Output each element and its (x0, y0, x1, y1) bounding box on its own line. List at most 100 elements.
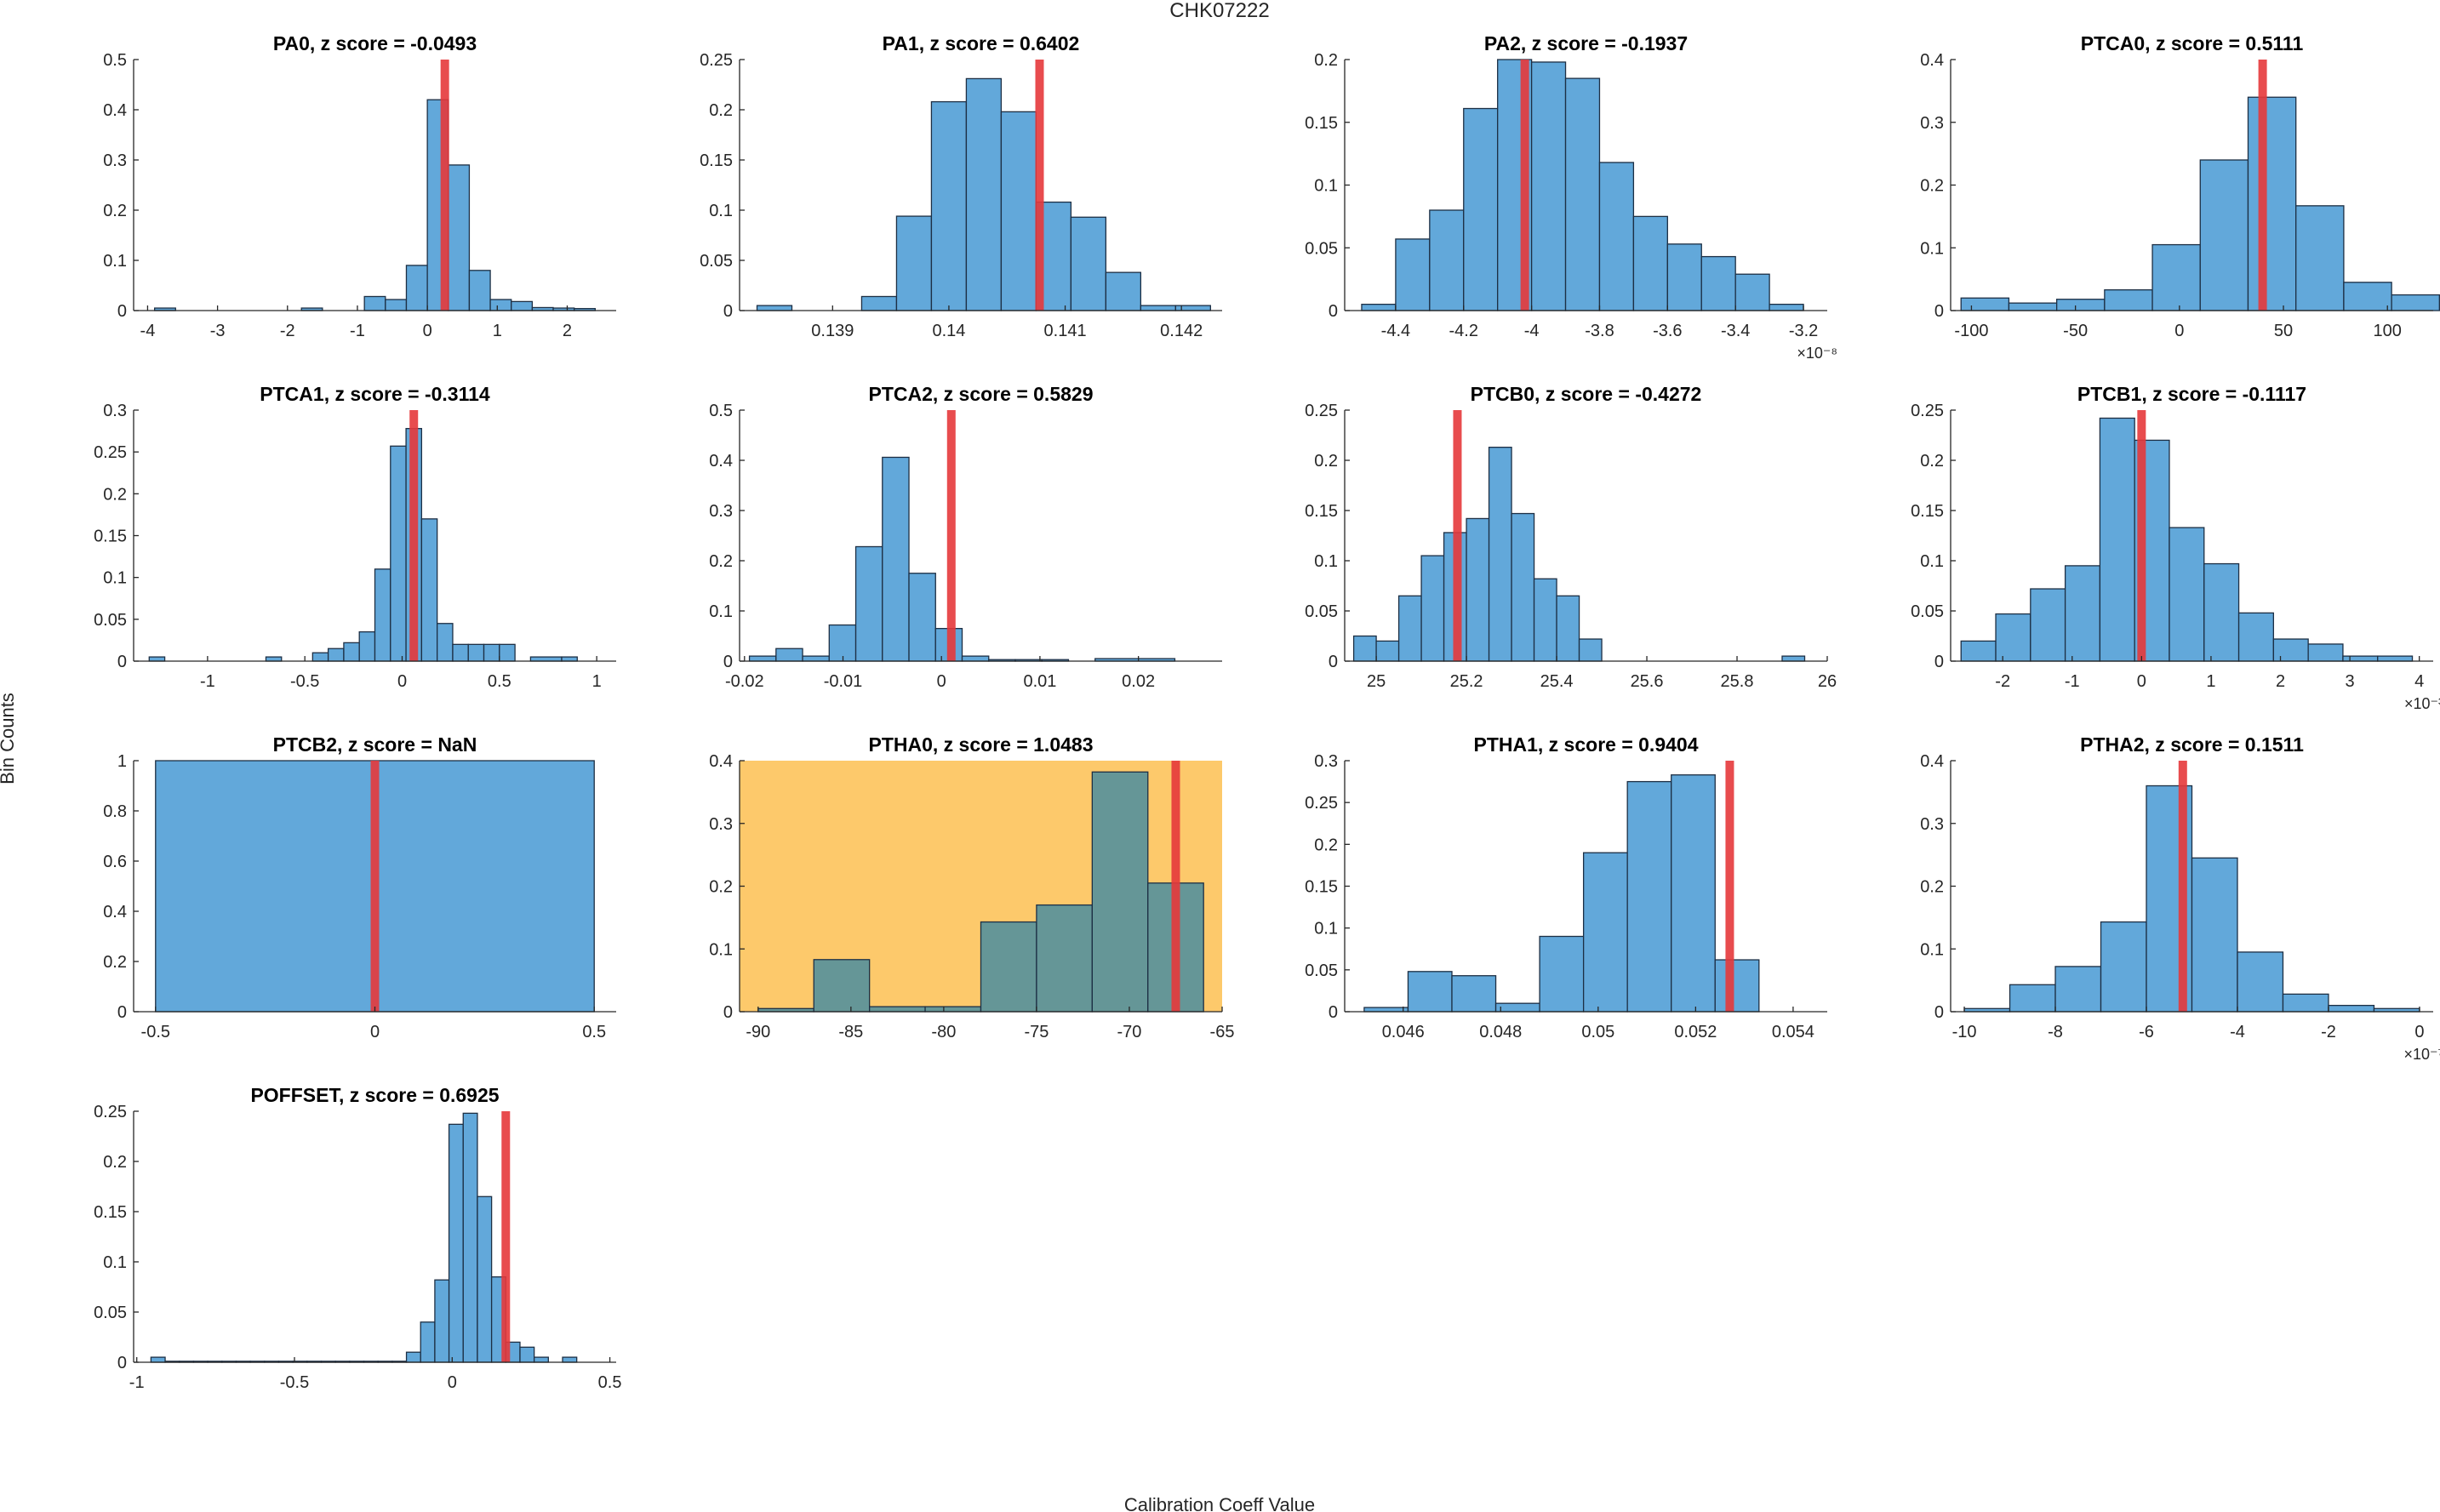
bar-ptca0 (2008, 302, 2058, 311)
bar-pa0 (489, 299, 512, 311)
bar-pa2 (1632, 215, 1668, 311)
y-tick-label: 0.25 (700, 51, 733, 70)
bar-ptha2 (2100, 921, 2147, 1013)
y-tick-label: 0.5 (103, 51, 127, 70)
y-tick-label: 0 (1329, 302, 1338, 321)
y-tick-label: 0.4 (709, 452, 733, 471)
bar-ptca2 (961, 655, 990, 662)
bar-ptca2 (828, 624, 857, 662)
y-tick-label: 0.3 (103, 151, 127, 170)
y-tick-label: 0.5 (709, 402, 733, 420)
figure-ylabel: Bin Counts (0, 693, 18, 785)
y-tick-label: 0 (723, 653, 733, 671)
bar-poffset (533, 1356, 549, 1363)
bar-ptcb0 (1533, 578, 1557, 662)
bar-ptcb1 (2064, 565, 2101, 662)
x-tick-label: 1 (592, 672, 602, 691)
y-tick-label: 0.1 (1314, 177, 1338, 196)
bar-poffset (448, 1123, 464, 1363)
x-tick-label: -70 (1117, 1023, 1142, 1041)
y-tick-label: 0.05 (1305, 961, 1338, 980)
y-tick-label: 0.25 (1911, 402, 1944, 420)
bar-ptha2 (2191, 857, 2238, 1013)
bar-ptha2 (2328, 1004, 2375, 1013)
x-tick-label: 0.141 (1044, 322, 1087, 340)
bar-ptha1 (1582, 852, 1628, 1013)
bar-ptca1 (358, 630, 376, 662)
x-tick-label: 25.6 (1631, 672, 1664, 691)
bar-poffset (434, 1279, 450, 1363)
bar-ptca2 (854, 545, 883, 662)
bar-pa2 (1700, 255, 1736, 311)
subplot-pa2: -4.4 -4.2 -4 -3.8 -3.6 -3.4 -3.2 0 0.05 0.1 0.15 0.… (1305, 32, 1837, 362)
y-tick-label: 0 (117, 302, 127, 321)
bar-ptcb1 (2237, 612, 2275, 662)
x-tick-label: 0.054 (1772, 1023, 1814, 1041)
bar-poffset (462, 1112, 478, 1363)
bar-ptca1 (148, 656, 166, 662)
x-exponent-label: ×10⁻³ (2404, 695, 2440, 712)
subplot-poffset: -1 -0.5 0 0.5 0 0.05 0.1 0.15 0.2 0.25 POFFSET, z … (94, 1084, 621, 1392)
y-tick-label: 0.05 (1911, 602, 1944, 621)
bar-ptha2 (2282, 993, 2329, 1013)
x-tick-label: -10 (1952, 1023, 1977, 1041)
bar-ptha2 (2009, 984, 2056, 1013)
x-tick-label: 0.5 (582, 1023, 606, 1041)
x-tick-label: -0.5 (290, 672, 319, 691)
y-tick-label: 0.25 (1305, 402, 1338, 420)
y-tick-label: 0.15 (700, 151, 733, 170)
y-tick-label: 1 (117, 752, 127, 771)
bar-ptha1 (1494, 1002, 1540, 1013)
subplot-ptha2: -10 -8 -6 -4 -2 0 0 0.1 0.2 0.3 0.4 ×10⁻⁷ PTHA2, z s… (1920, 733, 2440, 1063)
y-tick-label: 0.2 (103, 202, 127, 220)
subplot-title: PTHA1, z score = 0.9404 (1473, 733, 1698, 756)
subplot-title: PTCB2, z score = NaN (273, 733, 477, 756)
y-tick-label: 0 (117, 1003, 127, 1022)
y-tick-label: 0.3 (1920, 815, 1944, 834)
bar-ptha0 (813, 959, 871, 1013)
bar-ptcb1 (2272, 638, 2309, 662)
y-tick-label: 0.1 (709, 202, 733, 220)
y-tick-label: 0.3 (103, 402, 127, 420)
x-tick-label: -85 (838, 1023, 863, 1041)
bar-ptcb1 (2099, 417, 2135, 662)
bar-pa2 (1666, 243, 1702, 311)
bar-ptca1 (343, 642, 360, 662)
bar-pa1 (1070, 216, 1107, 311)
x-tick-label: 0.046 (1382, 1023, 1425, 1041)
bar-ptcb0 (1488, 447, 1512, 662)
y-tick-label: 0.4 (1920, 752, 1944, 771)
bar-ptha0 (869, 1006, 926, 1013)
subplot-title: PTHA2, z score = 0.1511 (2080, 733, 2304, 756)
x-tick-label: -3.2 (1789, 322, 1818, 340)
bar-ptca0 (1960, 297, 2010, 311)
x-tick-label: 25.4 (1540, 672, 1574, 691)
x-tick-label: -3.6 (1653, 322, 1682, 340)
bar-poffset (420, 1321, 436, 1363)
bar-ptca1 (327, 648, 345, 662)
bar-ptca1 (265, 656, 283, 662)
bar-ptcb0 (1511, 512, 1535, 662)
bar-ptca1 (529, 656, 563, 662)
bar-ptcb0 (1556, 595, 1580, 662)
y-tick-label: 0.3 (709, 815, 733, 834)
y-tick-label: 0.2 (103, 1153, 127, 1172)
y-tick-label: 0.2 (709, 552, 733, 571)
y-tick-label: 0.15 (1305, 878, 1338, 897)
subplot-ptcb0: 25 25.2 25.4 25.6 25.8 26 0 0.05 0.1 0.15 0.2 0.25 P… (1305, 383, 1837, 691)
bar-ptcb1 (2377, 655, 2414, 662)
x-tick-label: -3.8 (1585, 322, 1614, 340)
x-tick-label: -0.5 (141, 1023, 170, 1041)
bar-pa2 (1361, 303, 1397, 311)
subplot-title: PTCB0, z score = -0.4272 (1471, 383, 1702, 405)
bar-pa1 (1140, 305, 1176, 311)
x-tick-label: -4 (140, 322, 156, 340)
subplot-title: PTCA2, z score = 0.5829 (868, 383, 1093, 405)
x-tick-label: -3.4 (1721, 322, 1750, 340)
y-tick-label: 0.2 (709, 878, 733, 897)
x-tick-label: -4 (1524, 322, 1540, 340)
x-tick-label: 0 (2414, 1023, 2424, 1041)
bar-ptha1 (1407, 971, 1453, 1013)
x-tick-label: -75 (1024, 1023, 1049, 1041)
bar-poffset (519, 1346, 535, 1363)
